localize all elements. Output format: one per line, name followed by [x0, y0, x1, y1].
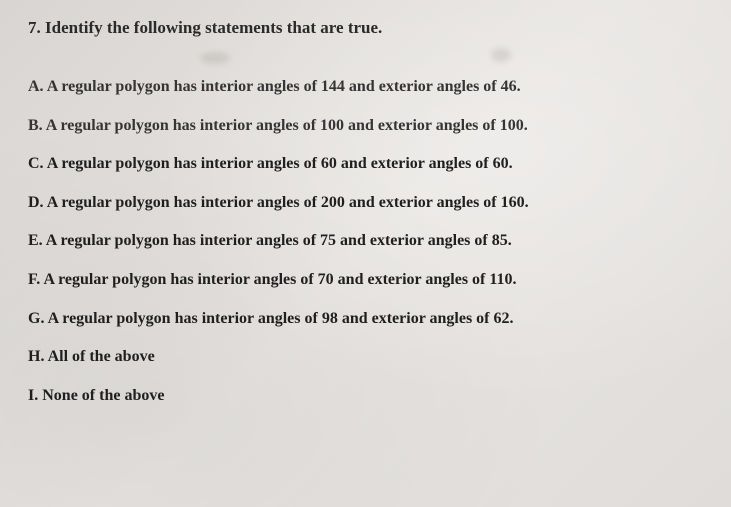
question-prompt: Identify the following statements that a… — [45, 18, 382, 37]
option-label: G. — [28, 310, 44, 327]
option-text: A regular polygon has interior angles of… — [43, 271, 516, 288]
option-label: A. — [28, 78, 44, 95]
option-text: A regular polygon has interior angles of… — [46, 232, 512, 249]
option-label: D. — [28, 194, 44, 211]
question-header: 7. Identify the following statements tha… — [28, 18, 703, 38]
option-b: B. A regular polygon has interior angles… — [28, 115, 703, 137]
option-f: F. A regular polygon has interior angles… — [28, 269, 703, 291]
paper-artifact — [200, 52, 230, 64]
option-h: H. All of the above — [28, 346, 703, 368]
option-e: E. A regular polygon has interior angles… — [28, 230, 703, 252]
option-text: A regular polygon has interior angles of… — [47, 194, 529, 211]
option-label: E. — [28, 232, 43, 249]
option-d: D. A regular polygon has interior angles… — [28, 192, 703, 214]
option-text: A regular polygon has interior angles of… — [47, 155, 513, 172]
option-text: A regular polygon has interior angles of… — [46, 117, 528, 134]
option-label: C. — [28, 155, 44, 172]
options-list: A. A regular polygon has interior angles… — [28, 76, 703, 406]
option-text: A regular polygon has interior angles of… — [48, 310, 514, 327]
option-text: All of the above — [48, 348, 155, 365]
option-text: A regular polygon has interior angles of… — [47, 78, 521, 95]
option-label: F. — [28, 271, 40, 288]
option-g: G. A regular polygon has interior angles… — [28, 308, 703, 330]
option-label: I. — [28, 387, 38, 404]
option-label: H. — [28, 348, 44, 365]
question-number: 7. — [28, 18, 41, 37]
option-a: A. A regular polygon has interior angles… — [28, 76, 703, 98]
option-label: B. — [28, 117, 43, 134]
option-i: I. None of the above — [28, 385, 703, 407]
paper-artifact — [491, 48, 511, 62]
option-c: C. A regular polygon has interior angles… — [28, 153, 703, 175]
option-text: None of the above — [42, 387, 164, 404]
